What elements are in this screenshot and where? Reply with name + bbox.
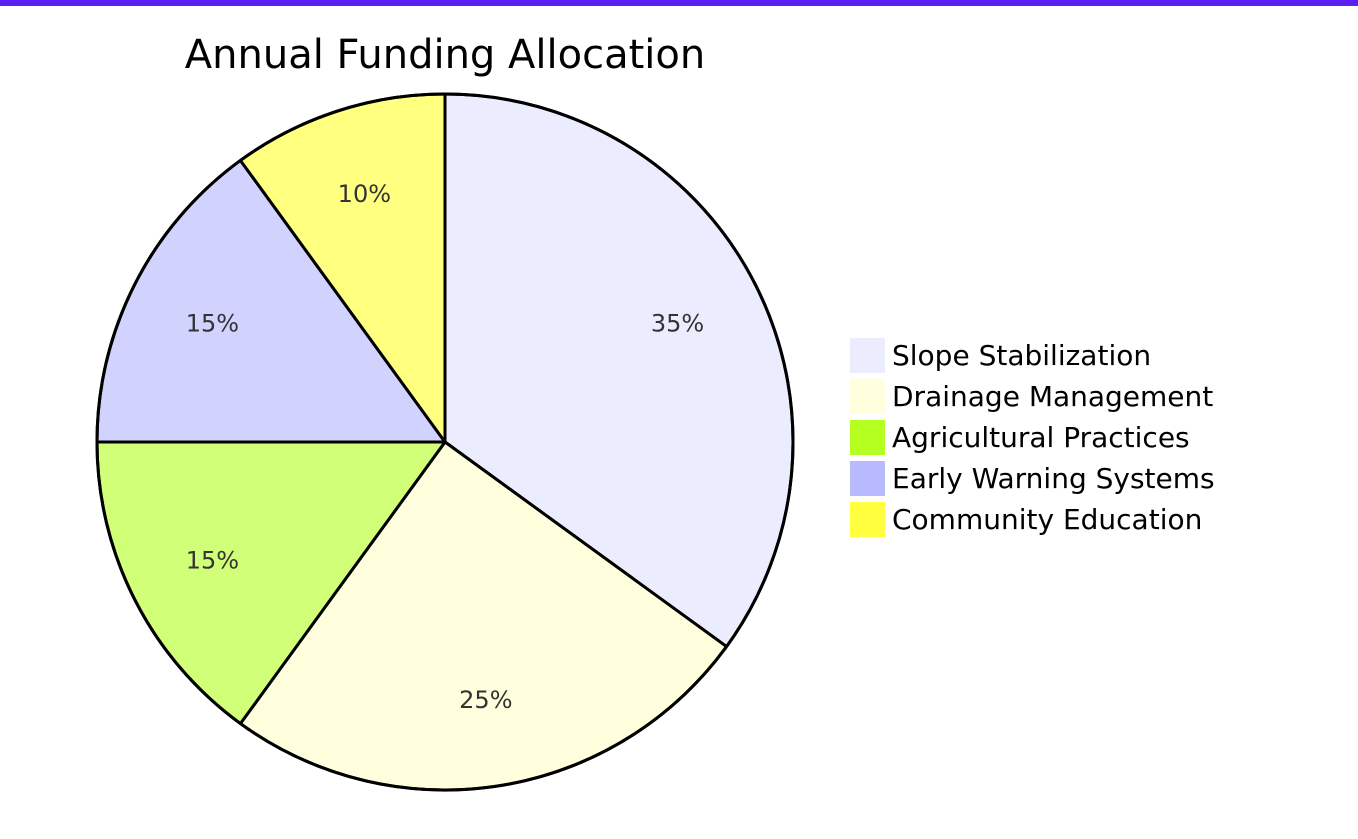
legend-label-agricultural-practices: Agricultural Practices [892, 421, 1190, 454]
legend-swatch-community-education [850, 502, 885, 537]
legend: Slope Stabilization Drainage Management Ag… [850, 338, 1215, 537]
slice-label-community-education: 10% [338, 180, 391, 208]
chart-title: Annual Funding Allocation [185, 32, 705, 78]
pie-outline [95, 92, 795, 792]
slice-label-early-warning-systems: 15% [186, 310, 239, 338]
slice-labels: 35% 25% 15% 15% 10% [186, 180, 704, 714]
legend-label-early-warning-systems: Early Warning Systems [892, 462, 1215, 495]
slice-label-slope-stabilization: 35% [651, 310, 704, 338]
legend-swatch-early-warning-systems [850, 461, 885, 496]
legend-label-community-education: Community Education [892, 503, 1202, 536]
pie-slices [95, 92, 795, 792]
legend-swatch-slope-stabilization [850, 338, 885, 373]
slice-label-drainage-management: 25% [459, 686, 512, 714]
legend-label-drainage-management: Drainage Management [892, 380, 1213, 413]
legend-swatch-agricultural-practices [850, 420, 885, 455]
top-accent-bar [0, 0, 1358, 6]
legend-label-slope-stabilization: Slope Stabilization [892, 339, 1151, 372]
slice-label-agricultural-practices: 15% [186, 546, 239, 574]
legend-swatch-drainage-management [850, 379, 885, 414]
